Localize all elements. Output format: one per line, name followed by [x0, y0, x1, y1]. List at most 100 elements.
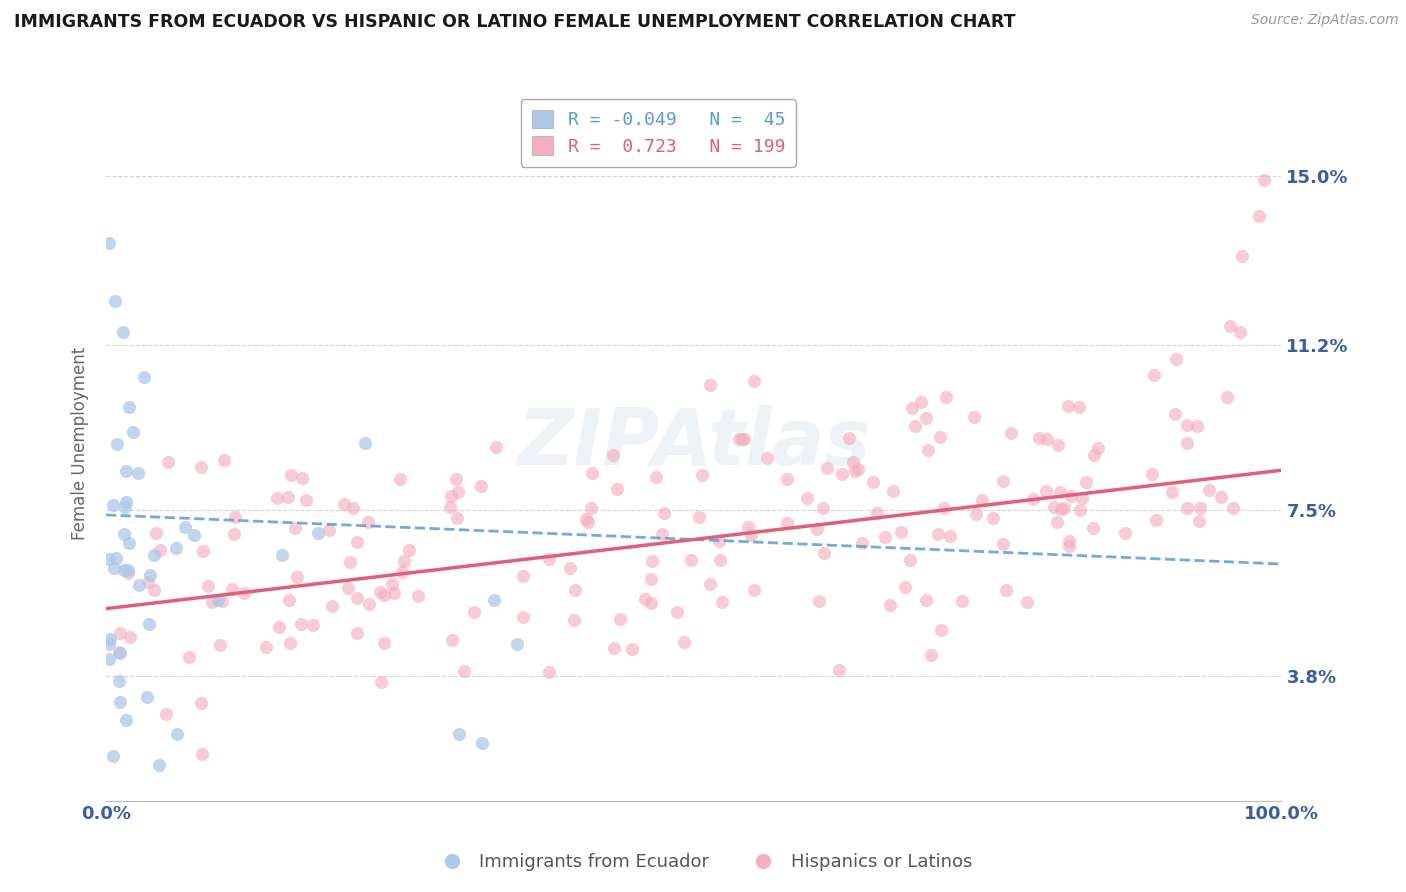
Point — [1114, 526, 1136, 541]
Point — [681, 553, 703, 567]
Point — [114, 563, 136, 577]
Point — [398, 543, 420, 558]
Point — [709, 553, 731, 567]
Point — [688, 509, 710, 524]
Point — [828, 663, 851, 677]
Point — [1057, 533, 1080, 548]
Point — [294, 492, 316, 507]
Point — [742, 583, 765, 598]
Point — [211, 594, 233, 608]
Point — [1069, 502, 1091, 516]
Point — [155, 706, 177, 721]
Point — [108, 645, 131, 659]
Point — [537, 665, 560, 679]
Point — [1219, 318, 1241, 333]
Point — [111, 325, 134, 339]
Legend: R = -0.049   N =  45, R =  0.723   N = 199: R = -0.049 N = 45, R = 0.723 N = 199 — [520, 99, 796, 167]
Point — [277, 490, 299, 504]
Text: Source: ZipAtlas.com: Source: ZipAtlas.com — [1251, 13, 1399, 28]
Point — [207, 592, 229, 607]
Point — [1035, 483, 1057, 498]
Point — [291, 471, 314, 485]
Point — [117, 566, 139, 581]
Point — [166, 726, 188, 740]
Point — [1056, 399, 1078, 413]
Point — [1198, 483, 1220, 497]
Point — [138, 617, 160, 632]
Point — [665, 605, 688, 619]
Point — [222, 527, 245, 541]
Point — [302, 617, 325, 632]
Point — [1232, 249, 1254, 263]
Point — [471, 735, 494, 749]
Point — [1022, 491, 1045, 506]
Point — [353, 436, 375, 450]
Point — [193, 543, 215, 558]
Point — [1047, 437, 1070, 451]
Point — [117, 535, 139, 549]
Point — [183, 528, 205, 542]
Point — [848, 461, 870, 475]
Point — [512, 609, 534, 624]
Point — [844, 465, 866, 479]
Point — [776, 472, 799, 486]
Point — [382, 586, 405, 600]
Point — [381, 577, 404, 591]
Point — [894, 580, 917, 594]
Point — [98, 652, 121, 666]
Point — [920, 648, 942, 662]
Legend: Immigrants from Ecuador, Hispanics or Latinos: Immigrants from Ecuador, Hispanics or La… — [427, 847, 979, 879]
Point — [108, 646, 131, 660]
Text: IMMIGRANTS FROM ECUADOR VS HISPANIC OR LATINO FEMALE UNEMPLOYMENT CORRELATION CH: IMMIGRANTS FROM ECUADOR VS HISPANIC OR L… — [14, 13, 1015, 31]
Point — [339, 555, 361, 569]
Point — [177, 649, 200, 664]
Point — [1209, 490, 1232, 504]
Point — [1166, 351, 1188, 366]
Point — [101, 749, 124, 764]
Point — [1216, 390, 1239, 404]
Point — [731, 432, 754, 446]
Point — [98, 632, 121, 646]
Point — [284, 521, 307, 535]
Point — [117, 563, 139, 577]
Point — [318, 523, 340, 537]
Point — [233, 586, 256, 600]
Point — [506, 637, 529, 651]
Point — [1188, 514, 1211, 528]
Point — [142, 549, 165, 563]
Point — [993, 536, 1015, 550]
Point — [221, 582, 243, 597]
Point — [1160, 485, 1182, 500]
Point — [932, 501, 955, 516]
Point — [879, 598, 901, 612]
Point — [145, 526, 167, 541]
Point — [290, 616, 312, 631]
Point — [806, 522, 828, 536]
Point — [742, 375, 765, 389]
Point — [1142, 467, 1164, 481]
Point — [333, 497, 356, 511]
Point — [796, 491, 818, 505]
Point — [1175, 436, 1198, 450]
Point — [1087, 441, 1109, 455]
Point — [104, 551, 127, 566]
Point — [966, 508, 988, 522]
Point — [108, 695, 131, 709]
Point — [935, 390, 957, 404]
Point — [280, 468, 302, 483]
Point — [733, 432, 755, 446]
Point — [1028, 431, 1050, 445]
Point — [927, 527, 949, 541]
Point — [1036, 432, 1059, 446]
Point — [389, 472, 412, 486]
Point — [609, 612, 631, 626]
Point — [336, 581, 359, 595]
Point — [1175, 500, 1198, 515]
Point — [440, 489, 463, 503]
Point — [917, 443, 939, 458]
Point — [1059, 539, 1081, 553]
Point — [815, 460, 838, 475]
Point — [602, 448, 624, 462]
Point — [1083, 448, 1105, 462]
Point — [929, 623, 952, 637]
